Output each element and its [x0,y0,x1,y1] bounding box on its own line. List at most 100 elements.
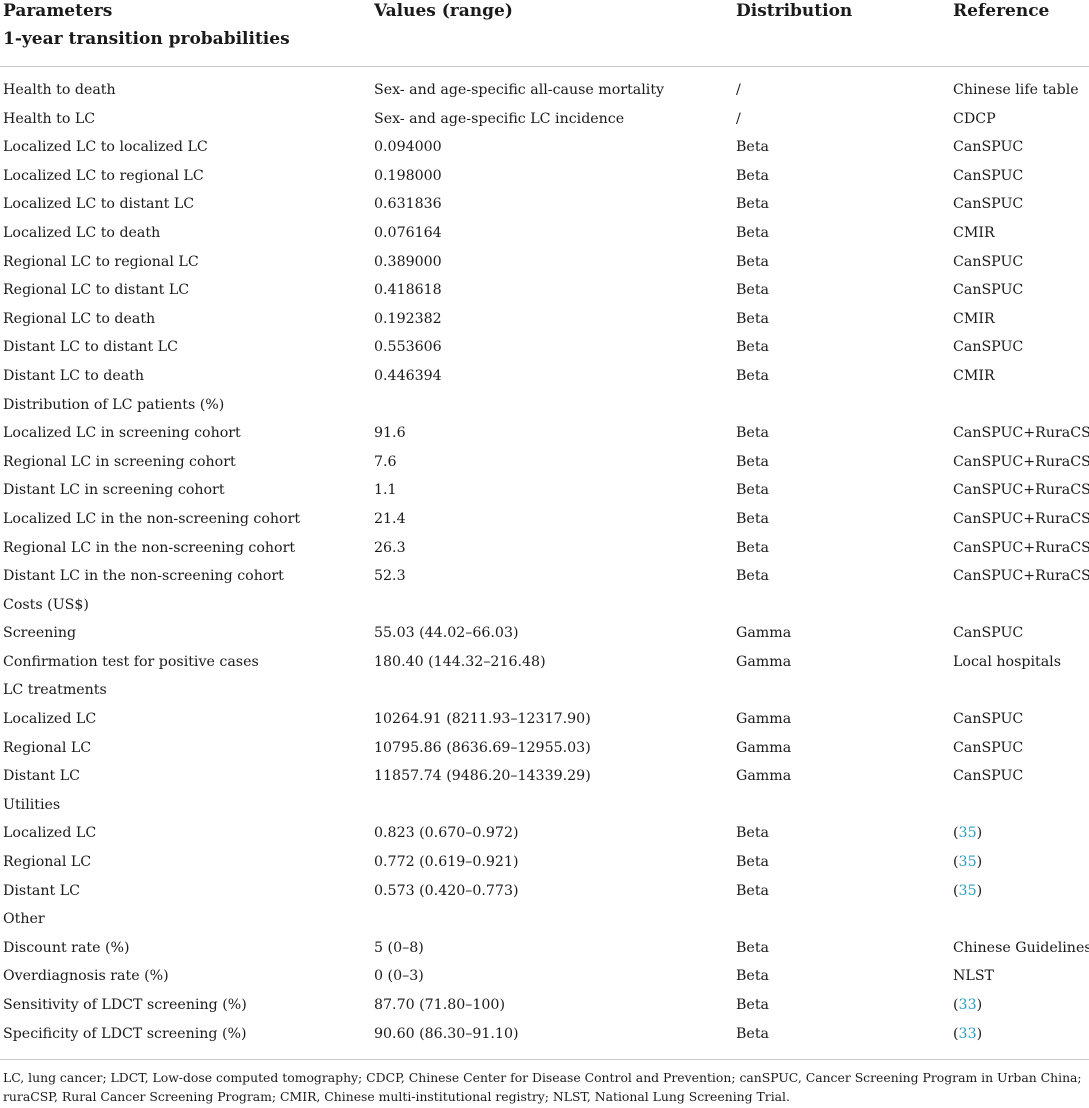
cell-reference: CanSPUC+RuraCSP [953,539,1089,556]
table-row: Confirmation test for positive cases 180.… [0,648,1089,677]
cell-parameter: Distant LC in the non-screening cohort [3,568,284,585]
ref-open-paren: ( [953,825,959,842]
cell-distribution: Beta [736,482,769,499]
table-row: Sensitivity of LDCT screening (%) 87.70 (… [0,991,1089,1020]
parameters-table: Parameters 1-year transition probabiliti… [0,0,1089,1042]
table-row: Distant LC to distant LC 0.553606 Beta CanS… [0,333,1089,362]
cell-value: 0.094000 [374,139,442,156]
cell-parameter: Utilities [3,796,61,813]
cell-parameter: Localized LC to localized LC [3,139,208,156]
table-row: Utilities [0,791,1089,820]
cell-parameter: Localized LC to death [3,224,161,241]
cell-distribution: Beta [736,539,769,556]
cell-parameter: Localized LC in the non-screening cohort [3,510,301,527]
cell-distribution: Beta [736,968,769,985]
header-values: Values (range) [374,1,513,21]
cell-value: 0.192382 [374,310,442,327]
cell-distribution: Beta [736,825,769,842]
reference-link[interactable]: 35 [958,854,977,871]
cell-distribution: Gamma [736,625,792,642]
cell-distribution: Gamma [736,739,792,756]
cell-value: 0 (0–3) [374,968,424,985]
cell-distribution: Beta [736,282,769,299]
table-row: Health to death Sex- and age-specific all… [0,76,1089,105]
cell-distribution: / [736,82,741,98]
cell-reference: CanSPUC [953,139,1024,156]
table-header: Parameters 1-year transition probabiliti… [0,0,1089,67]
header-reference: Reference [953,1,1050,21]
cell-value: 0.772 (0.619–0.921) [374,854,519,871]
cell-parameter: Localized LC in screening cohort [3,425,241,442]
cell-distribution: Beta [736,339,769,356]
cell-parameter: Confirmation test for positive cases [3,653,259,670]
cell-reference: Chinese life table [953,82,1079,98]
cell-parameter: Screening [3,625,77,642]
cell-distribution: Gamma [736,711,792,728]
cell-value: 0.553606 [374,339,442,356]
cell-reference: (33) [953,1020,982,1049]
cell-distribution: Beta [736,310,769,327]
cell-reference: CanSPUC+RuraCSP [953,568,1089,585]
cell-value: 180.40 (144.32–216.48) [374,653,546,670]
cell-distribution: Beta [736,139,769,156]
table-row: Health to LC Sex- and age-specific LC inc… [0,105,1089,134]
ref-close-paren: ) [976,854,983,871]
cell-value: 0.076164 [374,224,442,241]
reference-link[interactable]: 35 [958,825,977,842]
cell-distribution: Beta [736,425,769,442]
cell-value: 0.446394 [374,367,442,384]
cell-parameter: Health to death [3,82,116,98]
cell-value: 91.6 [374,425,406,442]
cell-reference: CDCP [953,110,996,127]
table-row: Distant LC to death 0.446394 Beta CMIR [0,362,1089,391]
table-row: Regional LC to regional LC 0.389000 Beta Ca… [0,248,1089,277]
reference-link[interactable]: 35 [958,882,977,899]
table-row: Localized LC to death 0.076164 Beta CMIR [0,219,1089,248]
table-row: Localized LC to regional LC 0.198000 Beta C… [0,162,1089,191]
cell-reference: CanSPUC [953,768,1024,785]
table-row: Localized LC 0.823 (0.670–0.972) Beta (35) [0,819,1089,848]
cell-value: 10795.86 (8636.69–12955.03) [374,739,591,756]
table-row: Costs (US$) [0,591,1089,620]
table-row: Regional LC to distant LC 0.418618 Beta Can… [0,276,1089,305]
cell-distribution: Beta [736,167,769,184]
table-row: Overdiagnosis rate (%) 0 (0–3) Beta NLST [0,962,1089,991]
footer-divider [0,1059,1089,1060]
table-row: Distribution of LC patients (%) [0,391,1089,420]
cell-parameter: Distribution of LC patients (%) [3,396,225,413]
cell-distribution: Beta [736,882,769,899]
ref-open-paren: ( [953,997,959,1013]
table-row: Localized LC in screening cohort 91.6 Beta… [0,419,1089,448]
cell-value: 55.03 (44.02–66.03) [374,625,519,642]
cell-distribution: Beta [736,568,769,585]
cell-value: 11857.74 (9486.20–14339.29) [374,768,591,785]
cell-reference: CanSPUC+RuraCSP [953,425,1089,442]
cell-reference: CMIR [953,224,995,241]
cell-reference: (35) [953,877,982,906]
header-distribution: Distribution [736,1,853,21]
cell-parameter: Other [3,911,45,928]
cell-parameter: LC treatments [3,682,107,699]
ref-open-paren: ( [953,854,959,871]
table-row: Screening 55.03 (44.02–66.03) Gamma CanSPUC [0,619,1089,648]
reference-link[interactable]: 33 [958,1025,977,1042]
cell-reference: NLST [953,968,995,985]
table-row: Distant LC in the non-screening cohort 52… [0,562,1089,591]
cell-parameter: Distant LC [3,768,80,785]
cell-reference: CanSPUC [953,739,1024,756]
cell-value: 26.3 [374,539,406,556]
cell-reference: (33) [953,991,982,1020]
table-row: Regional LC to death 0.192382 Beta CMIR [0,305,1089,334]
cell-value: 0.823 (0.670–0.972) [374,825,519,842]
cell-parameter: Discount rate (%) [3,939,130,956]
cell-distribution: Beta [736,253,769,270]
cell-value: 90.60 (86.30–91.10) [374,1025,519,1042]
cell-parameter: Localized LC to regional LC [3,167,204,184]
table-row: Localized LC 10264.91 (8211.93–12317.90) G… [0,705,1089,734]
cell-reference: Chinese Guidelines [953,939,1089,956]
table-row: Regional LC in screening cohort 7.6 Beta Ca… [0,448,1089,477]
cell-parameter: Regional LC in screening cohort [3,453,236,470]
table-row: Regional LC in the non-screening cohort 2… [0,534,1089,563]
reference-link[interactable]: 33 [958,997,977,1013]
table-body: Health to death Sex- and age-specific all… [0,76,1089,1048]
